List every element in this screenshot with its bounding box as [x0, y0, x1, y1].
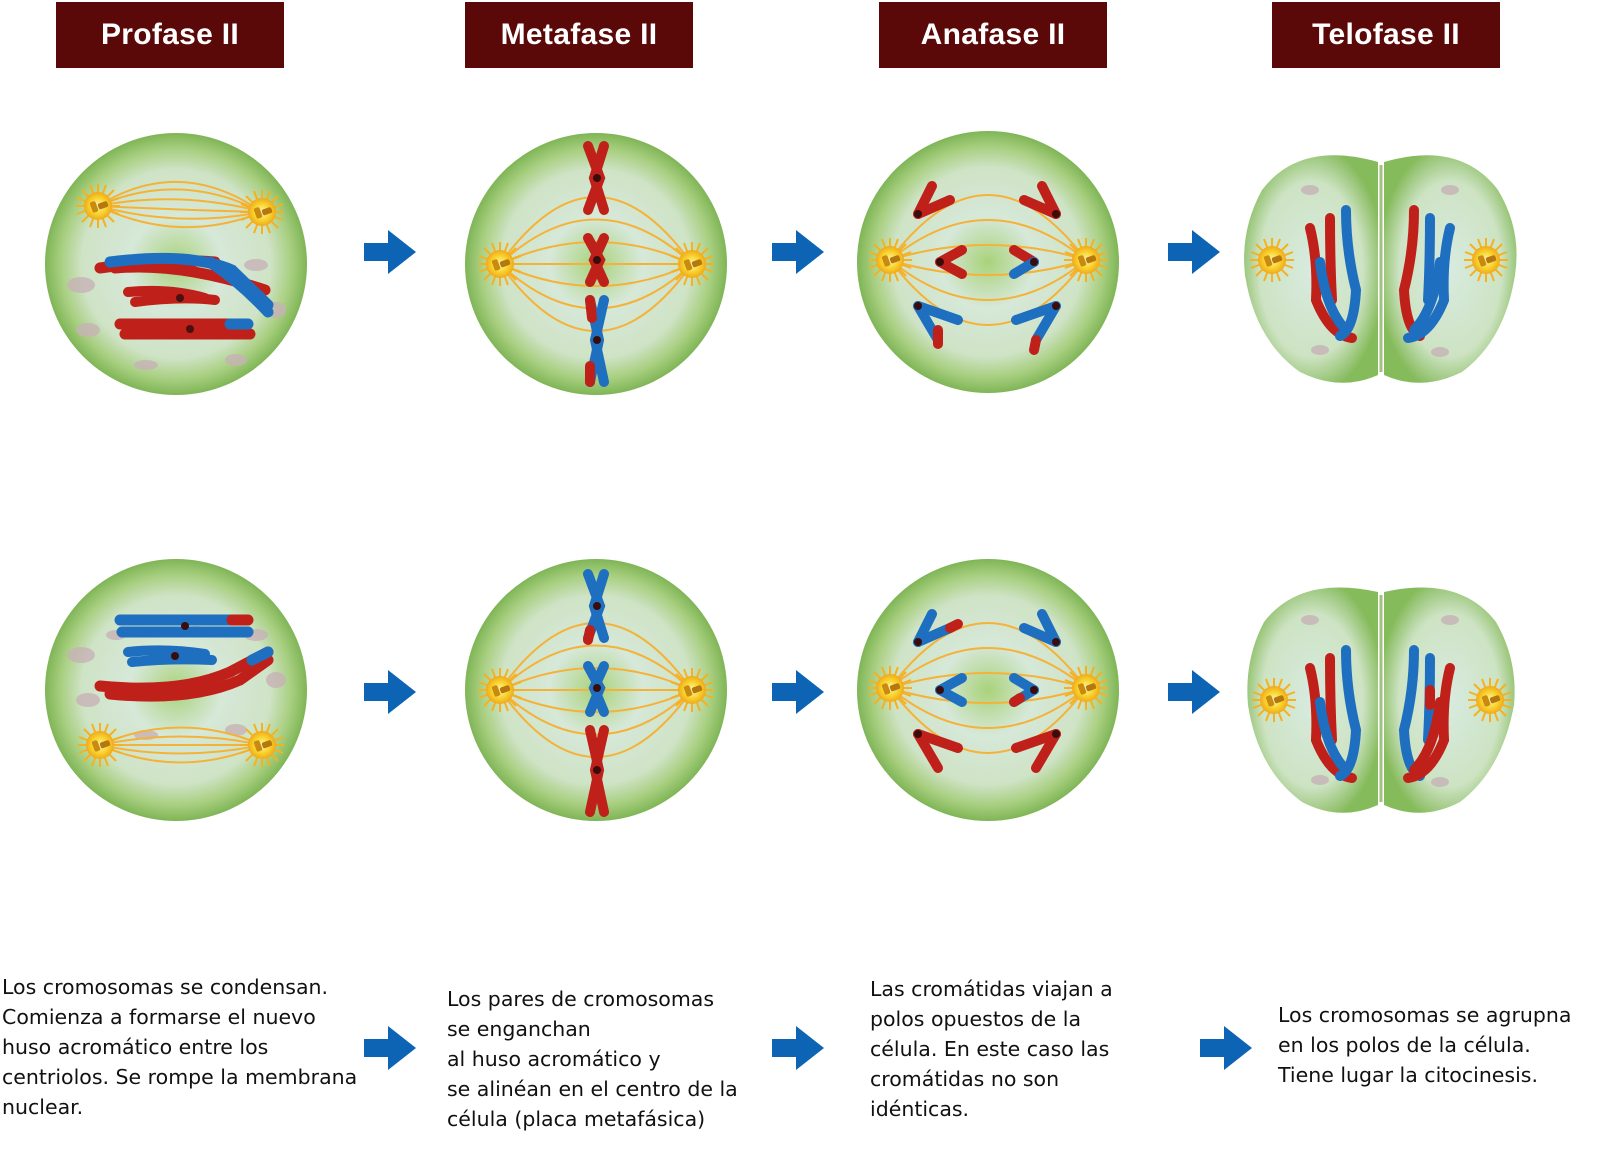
- right-arrow-icon: [364, 1026, 416, 1070]
- metafase-cell-bottom: [465, 559, 727, 821]
- description-metafase: Los pares de cromosomas se enganchan al …: [447, 987, 738, 1131]
- right-arrow-icon: [1200, 1026, 1252, 1070]
- phase-title-telofase: Telofase II: [1272, 2, 1500, 68]
- phase-title-anafase: Anafase II: [879, 2, 1107, 68]
- right-arrow-icon: [772, 1026, 824, 1070]
- description-anafase: Las cromátidas viajan a polos opuestos d…: [870, 977, 1113, 1121]
- phase-title-metafase: Metafase II: [465, 2, 693, 68]
- right-arrow-icon: [772, 670, 824, 714]
- metafase-cell-top: [465, 133, 727, 395]
- profase-cell-top: [45, 133, 307, 395]
- right-arrow-icon: [772, 230, 824, 274]
- right-arrow-icon: [1168, 670, 1220, 714]
- description-profase: Los cromosomas se condensan. Comienza a …: [2, 975, 358, 1119]
- phase-title-profase: Profase II: [56, 2, 284, 68]
- telofase-cell-bottom: [1247, 587, 1515, 813]
- right-arrow-icon: [364, 230, 416, 274]
- anafase-cell-top: [857, 131, 1119, 393]
- description-telofase: Los cromosomas se agrupna en los polos d…: [1278, 1003, 1572, 1087]
- right-arrow-icon: [1168, 230, 1220, 274]
- anafase-cell-bottom: [857, 559, 1119, 821]
- telofase-cell-top: [1244, 155, 1517, 383]
- right-arrow-icon: [364, 670, 416, 714]
- profase-cell-bottom: [45, 559, 307, 821]
